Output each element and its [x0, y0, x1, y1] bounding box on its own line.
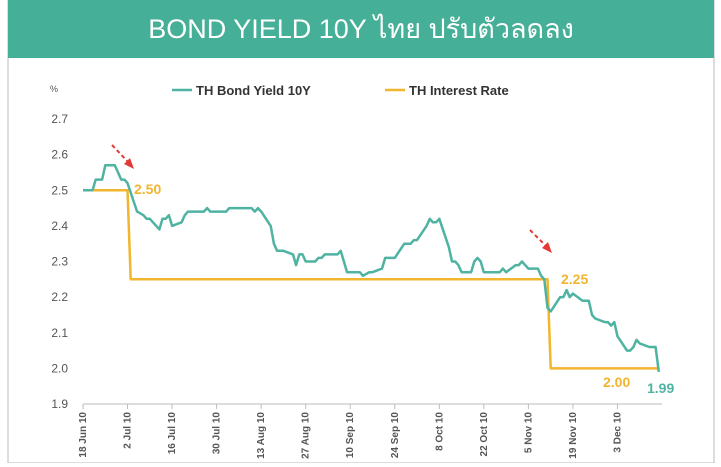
x-tick-label: 3 Dec 10	[612, 412, 623, 453]
annotation: 2.50	[134, 181, 161, 197]
y-tick-label: 2.7	[51, 112, 68, 126]
annotation: 2.25	[561, 271, 588, 287]
y-tick-label: 2.0	[51, 361, 68, 375]
y-axis-label: %	[50, 84, 58, 94]
x-tick-label: 18 Jun 10	[78, 412, 89, 458]
y-tick-label: 2.6	[51, 148, 68, 162]
header-bar	[8, 0, 714, 58]
red-arrows	[111, 144, 552, 253]
x-tick-label: 16 Jul 10	[167, 412, 178, 455]
arrowhead	[124, 158, 134, 169]
x-tick-label: 13 Aug 10	[256, 412, 267, 459]
annotation: 1.99	[647, 380, 674, 396]
legend-label: TH Interest Rate	[409, 83, 509, 98]
y-tick-label: 2.2	[51, 290, 68, 304]
arrow	[111, 144, 131, 165]
line-series	[83, 189, 659, 370]
arrowhead	[542, 242, 552, 253]
y-tick-label: 2.3	[51, 255, 68, 269]
x-tick-label: 10 Sep 10	[345, 412, 356, 459]
chart-title: BOND YIELD 10Y ไทย ปรับตัวลดลง	[148, 14, 574, 44]
line-series	[83, 164, 661, 373]
x-tick-label: 22 Oct 10	[479, 412, 490, 457]
x-tick-label: 27 Aug 10	[301, 412, 312, 459]
x-tick-label: 5 Nov 10	[523, 412, 534, 454]
y-tick-label: 2.1	[51, 326, 68, 340]
x-tick-label: 24 Sep 10	[390, 412, 401, 459]
x-tick-label: 30 Jul 10	[212, 412, 223, 455]
x-tick-label: 2 Jul 10	[123, 412, 134, 449]
y-tick-label: 2.5	[51, 183, 68, 197]
y-tick-label: 1.9	[51, 397, 68, 411]
x-tick-label: 19 Nov 10	[568, 412, 579, 459]
x-tick-label: 8 Oct 10	[434, 412, 445, 451]
legend-label: TH Bond Yield 10Y	[196, 83, 311, 98]
y-tick-label: 2.4	[51, 219, 68, 233]
annotation: 2.00	[603, 374, 630, 390]
panel	[7, 0, 715, 464]
